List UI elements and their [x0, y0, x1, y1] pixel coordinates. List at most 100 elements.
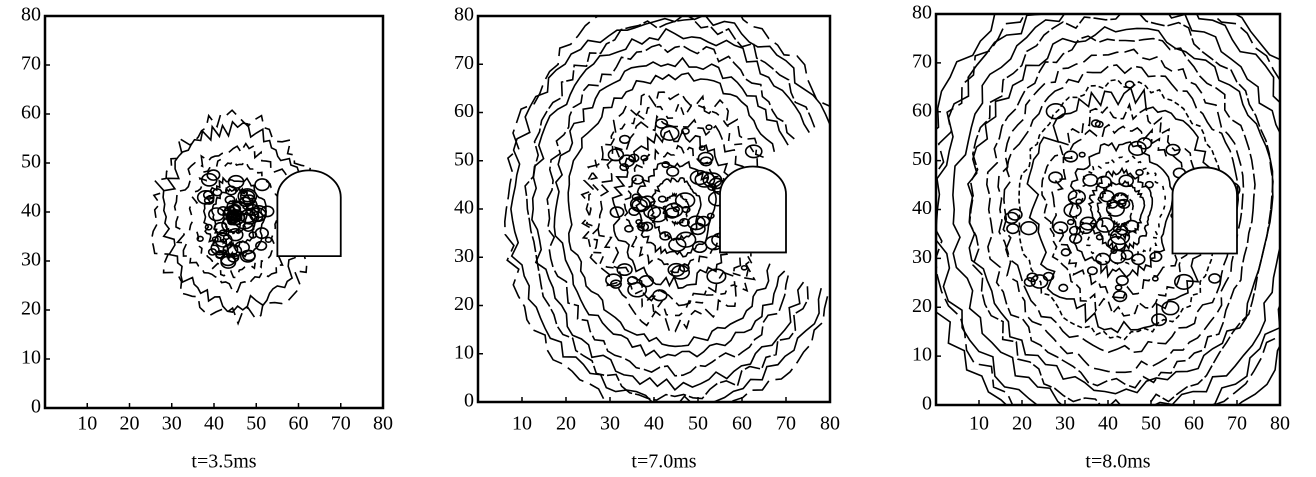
- contour-line: [1026, 86, 1216, 334]
- contour-blob: [1116, 199, 1127, 208]
- x-tick-label: 60: [289, 413, 309, 435]
- x-tick-label: 20: [1012, 413, 1032, 435]
- contour-blob: [210, 240, 229, 256]
- contour-blob: [228, 204, 241, 215]
- contour-blob: [1120, 249, 1134, 261]
- contour-blob: [260, 205, 275, 218]
- contour-line: [503, 16, 830, 402]
- contour-blob: [640, 221, 654, 232]
- contour-blob: [242, 222, 255, 233]
- contour-blob: [689, 222, 706, 236]
- contour-blob: [1151, 275, 1159, 282]
- tunnel: [276, 169, 342, 257]
- x-tick-label: 80: [820, 413, 840, 435]
- contour-line: [952, 14, 1280, 405]
- y-tick-label: 70: [912, 50, 932, 72]
- contour-blob: [1208, 273, 1222, 284]
- contour-line: [1107, 192, 1135, 229]
- tunnel: [719, 165, 787, 254]
- contour-blob: [1078, 222, 1094, 235]
- contour-line: [546, 43, 795, 377]
- contour-blob: [234, 212, 243, 220]
- contour-blob: [264, 236, 273, 243]
- contour-blob: [697, 151, 714, 165]
- x-tick-label: 70: [776, 413, 796, 435]
- contour-blob: [1075, 198, 1083, 205]
- y-tick-label: 80: [454, 4, 474, 26]
- contour-blob: [640, 154, 649, 162]
- contour-blob: [654, 118, 669, 129]
- contour-blob: [689, 169, 710, 186]
- y-tick-label: 0: [31, 396, 41, 418]
- contour-blob: [668, 237, 687, 252]
- x-tick-label: 40: [644, 413, 664, 435]
- contour-blob: [1063, 150, 1079, 163]
- contour-blob: [1052, 221, 1069, 235]
- contour-blob: [1048, 171, 1063, 184]
- tunnel: [1171, 166, 1238, 255]
- contour-blob: [638, 275, 655, 288]
- x-tick-label: 30: [162, 413, 182, 435]
- contour-blob: [1082, 173, 1099, 187]
- contour-blob: [239, 249, 256, 263]
- contour-line: [1067, 141, 1175, 279]
- contour-blob: [1105, 201, 1125, 217]
- y-tick-label: 70: [454, 52, 474, 74]
- contour-blob: [1066, 218, 1075, 226]
- contour-line: [567, 72, 776, 348]
- contour-blob: [666, 166, 680, 177]
- caption: t=3.5ms: [191, 451, 256, 473]
- contour-blob: [1026, 272, 1039, 283]
- contour-blob: [667, 262, 686, 277]
- contour-blob: [744, 144, 763, 159]
- contour-blob: [248, 231, 258, 239]
- contour-blob: [670, 202, 679, 209]
- contour-blob: [1003, 211, 1020, 225]
- x-tick-label: 20: [556, 413, 576, 435]
- contour-blob: [1109, 249, 1127, 264]
- panel: 0 10 20 30 40 50 60 70 80 10 20 30 40 50 60 70 80 t=8.0ms: [912, 2, 1290, 473]
- contour-blob: [254, 178, 271, 192]
- contour-blob: [255, 240, 268, 251]
- y-tick-label: 60: [21, 102, 41, 124]
- contour-line: [524, 18, 816, 402]
- contour-blob: [637, 222, 650, 232]
- x-tick-label: 80: [1270, 413, 1290, 435]
- contour-blob: [1079, 216, 1097, 231]
- x-tick-label: 60: [1184, 413, 1204, 435]
- contour-blob: [652, 289, 668, 302]
- contour-blob: [626, 275, 639, 285]
- y-tick-label: 70: [21, 53, 41, 75]
- contour-line: [1002, 64, 1240, 354]
- contour-blob: [674, 192, 696, 209]
- x-tick-label: 10: [512, 413, 532, 435]
- contour-blob: [627, 281, 648, 298]
- contour-blob: [196, 190, 215, 205]
- contour-blob: [1124, 219, 1140, 233]
- caption: t=8.0ms: [1085, 451, 1150, 473]
- contour-blob: [239, 189, 249, 197]
- contour-line: [997, 48, 1245, 374]
- contour-blob: [629, 195, 651, 213]
- contour-blob: [628, 153, 640, 163]
- y-tick-label: 10: [454, 341, 474, 363]
- x-tick-label: 30: [1055, 413, 1075, 435]
- x-tick-label: 80: [373, 413, 393, 435]
- contour-line: [1087, 166, 1154, 252]
- contour-blob: [1114, 284, 1123, 291]
- x-tick-label: 50: [1141, 413, 1161, 435]
- x-tick-label: 60: [732, 413, 752, 435]
- y-tick-label: 0: [922, 393, 932, 415]
- contour-blob: [215, 251, 225, 260]
- contour-blob: [208, 207, 226, 222]
- contour-blob: [1007, 208, 1023, 221]
- contour-blob: [239, 189, 256, 203]
- contour-blob: [678, 218, 690, 227]
- contour-blob: [618, 134, 631, 144]
- contour-line: [553, 56, 789, 359]
- contour-blob: [206, 169, 221, 181]
- contour-line: [162, 120, 309, 313]
- y-tick-label: 80: [21, 4, 41, 26]
- y-tick-label: 50: [21, 151, 41, 173]
- y-tick-label: 30: [454, 245, 474, 267]
